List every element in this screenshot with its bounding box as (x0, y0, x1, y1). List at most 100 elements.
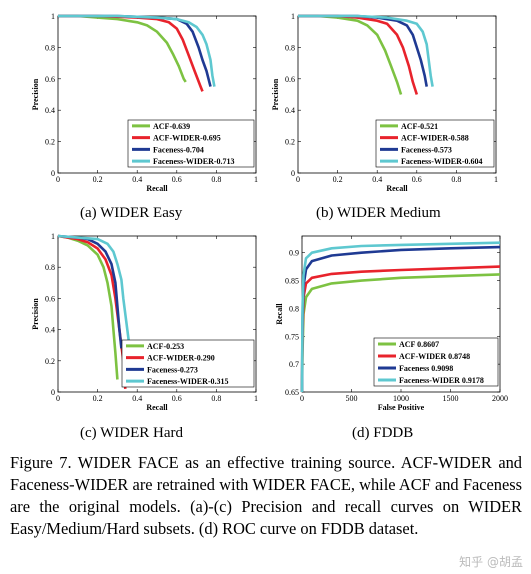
x-axis-label: Recall (146, 184, 168, 193)
y-tick-label: 0.6 (45, 294, 55, 303)
series-line-3 (57, 234, 131, 346)
x-axis-label: Recall (386, 184, 408, 193)
y-tick-label: 0.4 (285, 106, 295, 115)
series-line-3 (58, 14, 216, 87)
chart-b: 0 0.2 0.4 0.6 0.8 1 0 0.2 0.4 0.6 0.8 1 Recall Precis… (271, 12, 498, 193)
x-tick-label: 1 (254, 175, 258, 184)
legend-entry: ACF 0.8607 (399, 340, 439, 349)
x-tick-label: 0.4 (132, 175, 142, 184)
series-line-2 (298, 14, 428, 87)
x-tick-label: 0.2 (93, 175, 103, 184)
y-axis-label: Precision (271, 78, 280, 110)
y-tick-label: 0.2 (45, 357, 55, 366)
legend-entry: ACF-WIDER-0.290 (147, 354, 215, 363)
plot-frame (57, 15, 257, 174)
y-tick-label: 0.4 (45, 326, 55, 335)
legend-box (127, 119, 255, 168)
plot-frame (57, 235, 257, 393)
y-tick-label: 0.2 (285, 138, 295, 147)
series-line-3 (300, 241, 501, 393)
chart-d: 0 500 1000 1500 2000 0.65 0.7 0.75 0.8 0.85 0.9 Fal… (275, 235, 508, 412)
x-tick-label: 0.6 (172, 175, 182, 184)
x-tick-label: 0.6 (172, 394, 182, 403)
x-tick-label: 0.2 (93, 394, 103, 403)
watermark: 知乎 @胡孟 (459, 555, 523, 569)
y-tick-label: 0.8 (45, 263, 55, 272)
plot-frame (297, 15, 497, 174)
x-tick-label: 1000 (393, 394, 409, 403)
x-tick-label: 0.8 (451, 175, 461, 184)
legend: ACF 0.8607 ACF-WIDER 0.8748 Faceness 0.909… (373, 337, 499, 387)
y-tick-label: 0.8 (289, 304, 299, 313)
y-tick-label: 1 (51, 12, 55, 21)
x-tick-label: 0.4 (132, 394, 142, 403)
series-line-0 (58, 14, 187, 83)
y-tick-label: 0.8 (285, 43, 295, 52)
y-tick-label: 0 (51, 169, 55, 178)
figure-plots: 0 0.2 0.4 0.6 0.8 1 0 0.2 0.4 0.6 0.8 1 Recall Precis… (31, 12, 508, 412)
legend-entry: ACF-WIDER-0.588 (401, 134, 469, 143)
legend-entry: Faceness-WIDER-0.315 (147, 377, 229, 386)
y-axis-label: Precision (31, 298, 40, 330)
y-tick-label: 0.6 (45, 75, 55, 84)
series-line-2 (57, 234, 123, 349)
y-axis-label: Recall (275, 303, 284, 325)
legend-entry: ACF-0.639 (153, 122, 190, 131)
x-tick-label: 1 (494, 175, 498, 184)
x-tick-label: 500 (346, 394, 358, 403)
y-tick-label: 0 (291, 169, 295, 178)
legend-entry: Faceness-0.573 (401, 145, 452, 154)
x-tick-label: 0 (56, 175, 60, 184)
legend: ACF-0.253 ACF-WIDER-0.290 Faceness-0.273 Fa… (121, 339, 255, 388)
x-tick-label: 0.8 (211, 175, 221, 184)
x-axis-label: Recall (146, 403, 168, 412)
series-line-1 (58, 14, 204, 92)
legend-box (375, 119, 495, 168)
chart-c: 0 0.2 0.4 0.6 0.8 1 0 0.2 0.4 0.6 0.8 1 Recall Precis… (31, 232, 258, 412)
y-tick-label: 1 (51, 232, 55, 241)
x-tick-label: 1500 (443, 394, 459, 403)
legend-entry: Faceness-WIDER-0.604 (401, 157, 483, 166)
y-tick-label: 0.2 (45, 138, 55, 147)
x-tick-label: 0.4 (372, 175, 382, 184)
legend-entry: Faceness-WIDER-0.713 (153, 157, 235, 166)
series-line-3 (298, 14, 434, 87)
y-tick-label: 0.65 (285, 388, 299, 397)
series-line-0 (298, 14, 403, 95)
y-tick-label: 0.9 (289, 249, 299, 258)
legend: ACF-0.639 ACF-WIDER-0.695 Faceness-0.704 Fa… (127, 119, 255, 168)
legend: ACF-0.521 ACF-WIDER-0.588 Faceness-0.573 Fa… (375, 119, 495, 168)
y-axis-label: Precision (31, 78, 40, 110)
y-tick-label: 0.7 (289, 360, 299, 369)
x-tick-label: 0 (296, 175, 300, 184)
y-tick-label: 0.85 (285, 277, 299, 286)
series-line-1 (298, 14, 419, 95)
y-tick-label: 0.8 (45, 43, 55, 52)
subfigure-caption-d: (d) FDDB (352, 425, 414, 441)
legend-entry: Faceness-0.704 (153, 145, 204, 154)
y-tick-label: 0.6 (285, 75, 295, 84)
x-tick-label: 0 (56, 394, 60, 403)
legend-entry: ACF-WIDER 0.8748 (399, 352, 470, 361)
x-tick-label: 0.8 (211, 394, 221, 403)
x-tick-label: 0.2 (333, 175, 343, 184)
figure-caption: Figure 7. WIDER FACE as an effective tra… (10, 453, 522, 538)
chart-a: 0 0.2 0.4 0.6 0.8 1 0 0.2 0.4 0.6 0.8 1 Recall Precis… (31, 12, 258, 193)
legend-box (373, 337, 499, 387)
legend-box (121, 339, 255, 388)
y-tick-label: 0.75 (285, 332, 299, 341)
legend-entry: Faceness-0.273 (147, 365, 198, 374)
x-tick-label: 1 (254, 394, 258, 403)
x-tick-label: 0.6 (412, 175, 422, 184)
legend-entry: Faceness 0.9098 (399, 364, 453, 373)
x-tick-label: 2000 (492, 394, 508, 403)
legend-entry: ACF-0.521 (401, 122, 438, 131)
subfigure-caption-a: (a) WIDER Easy (80, 205, 183, 221)
legend-entry: ACF-0.253 (147, 342, 184, 351)
x-tick-label: 0 (300, 394, 304, 403)
y-tick-label: 1 (291, 12, 295, 21)
y-tick-label: 0.4 (45, 106, 55, 115)
legend-entry: ACF-WIDER-0.695 (153, 134, 221, 143)
subfigure-caption-b: (b) WIDER Medium (316, 205, 441, 221)
subfigure-caption-c: (c) WIDER Hard (80, 425, 184, 441)
